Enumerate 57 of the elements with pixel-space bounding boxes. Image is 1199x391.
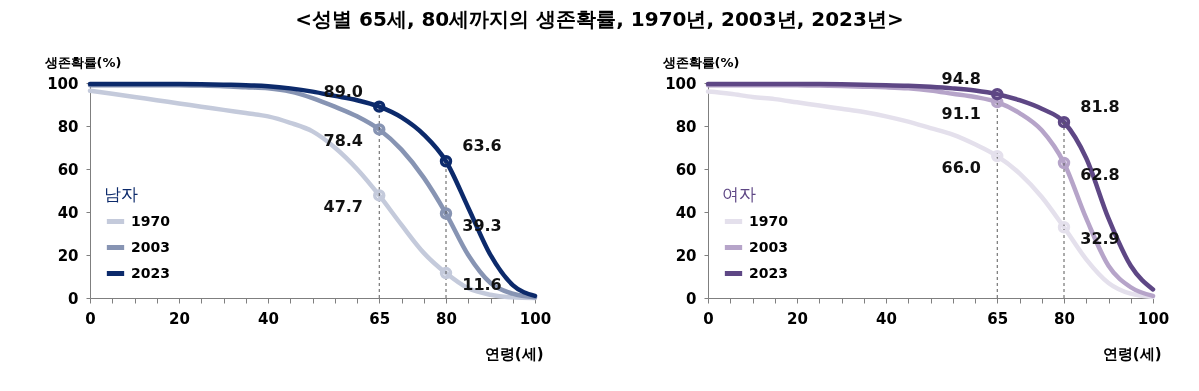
legend-label: 2023 bbox=[749, 264, 788, 281]
x-tick-label: 100 bbox=[519, 309, 552, 328]
point bbox=[1057, 221, 1071, 234]
x-tick-label: 40 bbox=[876, 309, 897, 328]
y-tick-label: 0 bbox=[686, 289, 697, 308]
y-tick-label: 100 bbox=[47, 74, 79, 93]
data-label: 94.8 bbox=[941, 69, 981, 89]
point bbox=[991, 149, 1004, 163]
data-label: 47.7 bbox=[323, 197, 363, 217]
text: <성별 65세, 80세까지의 생존확률, 1970년, 2003년, 2023년> bbox=[294, 6, 905, 33]
x-tick-label: 20 bbox=[787, 309, 808, 328]
x-tick-label: 100 bbox=[1137, 309, 1170, 328]
x-tick-label: 0 bbox=[85, 309, 96, 328]
point bbox=[373, 100, 386, 113]
y-tick-label: 20 bbox=[675, 246, 697, 265]
x-tick-label: 40 bbox=[258, 309, 279, 328]
point bbox=[1057, 156, 1071, 170]
data-label: 81.8 bbox=[1080, 97, 1120, 117]
y-tick-label: 60 bbox=[57, 160, 79, 179]
y-tick-label: 40 bbox=[675, 203, 697, 222]
point bbox=[439, 207, 453, 220]
x-tick-label: 20 bbox=[169, 309, 190, 328]
x-axis-title: 연령(세) bbox=[484, 344, 544, 363]
x-tick-label: 65 bbox=[369, 309, 391, 328]
legend-label: 1970 bbox=[131, 212, 171, 229]
legend-label: 1970 bbox=[749, 212, 789, 229]
data-label: 63.6 bbox=[462, 136, 502, 156]
legend-label: 2003 bbox=[749, 238, 788, 255]
y-tick-label: 100 bbox=[665, 74, 697, 93]
legend-label: 2003 bbox=[131, 238, 170, 255]
point bbox=[373, 189, 386, 202]
x-tick-label: 65 bbox=[987, 309, 1009, 328]
point bbox=[373, 123, 386, 136]
legend-title: 여자 bbox=[722, 184, 756, 204]
x-tick-label: 80 bbox=[436, 309, 457, 328]
point bbox=[439, 155, 453, 168]
point bbox=[991, 87, 1004, 101]
x-tick-label: 80 bbox=[1054, 309, 1075, 328]
data-label: 11.6 bbox=[462, 275, 502, 295]
data-label: 66.0 bbox=[941, 158, 981, 178]
point bbox=[439, 266, 453, 280]
x-axis-title: 연령(세) bbox=[1102, 344, 1162, 363]
data-label: 91.1 bbox=[941, 104, 981, 124]
y-tick-label: 80 bbox=[57, 117, 79, 136]
y-tick-label: 80 bbox=[675, 117, 697, 136]
data-label: 89.0 bbox=[323, 81, 363, 101]
legend-label: 2023 bbox=[131, 264, 170, 281]
x-tick-label: 0 bbox=[703, 309, 714, 328]
y-tick-label: 60 bbox=[675, 160, 697, 179]
y-axis-title: 생존확률(%) bbox=[43, 54, 122, 70]
y-tick-label: 20 bbox=[57, 246, 79, 265]
y-axis-title: 생존확률(%) bbox=[661, 54, 740, 70]
legend-title: 남자 bbox=[104, 184, 138, 204]
point bbox=[1057, 115, 1071, 129]
y-tick-label: 40 bbox=[57, 203, 79, 222]
data-label: 78.4 bbox=[323, 131, 363, 151]
y-tick-label: 0 bbox=[68, 289, 79, 308]
